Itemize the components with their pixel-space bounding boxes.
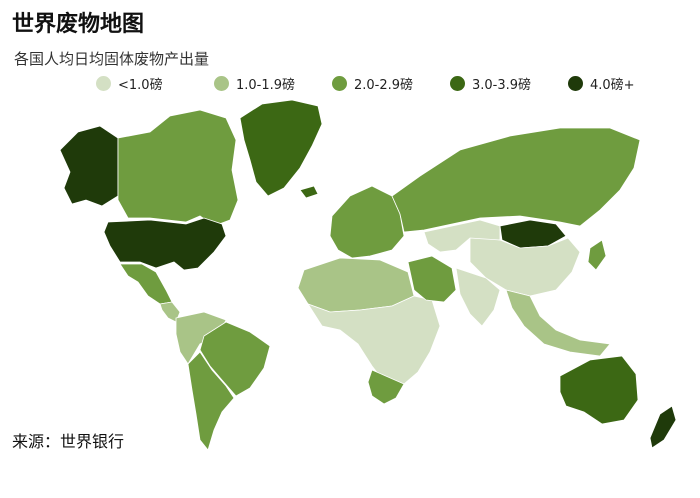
map-title: 世界废物地图 [12,12,145,37]
region-australia [559,355,639,425]
legend-label: 4.0磅+ [590,78,635,93]
region-new-zealand [649,405,677,449]
source-note: 来源：世界银行 [12,432,125,451]
legend-item-lt1: <1.0磅 [96,74,214,93]
region-mongolia [499,219,567,249]
region-southern-africa [367,369,405,405]
region-europe [329,185,405,259]
map-subtitle: 各国人均日均固体废物产出量 [14,50,210,68]
region-greenland [239,99,323,197]
region-southern-south-america [187,351,235,451]
legend-label: <1.0磅 [118,78,163,93]
region-mexico [119,263,173,305]
region-brazil [199,321,271,397]
region-india [455,267,501,327]
region-alaska [59,125,119,207]
legend-item-4plus: 4.0磅+ [568,74,686,93]
region-iceland [299,185,319,199]
legend-label: 2.0-2.9磅 [354,78,414,93]
region-russia [391,127,641,233]
legend-label: 1.0-1.9磅 [236,78,296,93]
legend-swatch [332,76,347,91]
region-southeast-asia [505,289,611,357]
region-canada [117,109,239,227]
region-sub-saharan-africa [307,295,441,385]
legend-swatch [214,76,229,91]
legend-swatch [568,76,583,91]
region-japan [587,239,607,271]
legend-swatch [450,76,465,91]
legend-swatch [96,76,111,91]
region-middle-east [407,255,457,303]
region-northern-south-america [175,311,227,365]
region-usa [103,217,227,271]
legend-item-1to1.9: 1.0-1.9磅 [214,74,332,93]
legend-item-3to3.9: 3.0-3.9磅 [450,74,568,93]
legend-item-2to2.9: 2.0-2.9磅 [332,74,450,93]
legend: <1.0磅 1.0-1.9磅 2.0-2.9磅 3.0-3.9磅 4.0磅+ [96,74,686,93]
legend-label: 3.0-3.9磅 [472,78,532,93]
region-central-asia [423,219,501,253]
